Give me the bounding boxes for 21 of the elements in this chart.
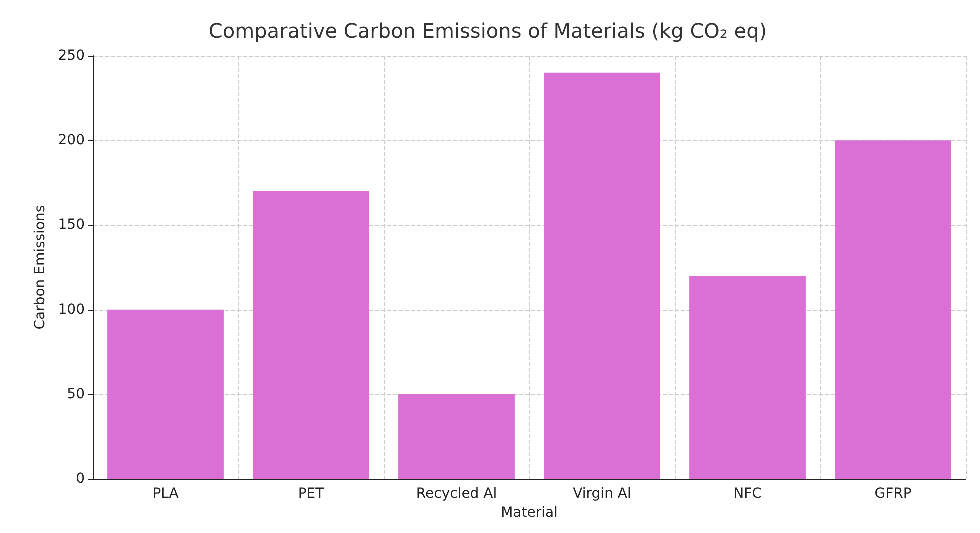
- y-tick-label: 250: [58, 48, 85, 64]
- chart-title: Comparative Carbon Emissions of Materials (kg CO₂ eq): [208, 19, 768, 43]
- x-tick-label: GFRP: [874, 486, 912, 502]
- y-axis-title: Carbon Emissions: [32, 205, 48, 330]
- bar: [835, 140, 952, 480]
- bar: [544, 72, 660, 480]
- x-tick-label: Virgin Al: [573, 486, 632, 502]
- x-tick-label: PLA: [152, 486, 180, 502]
- x-tick-label: PET: [298, 486, 325, 502]
- bar: [690, 276, 806, 480]
- y-tick-label: 200: [58, 132, 85, 149]
- x-tick-label: NFC: [734, 486, 762, 502]
- bar: [253, 191, 370, 480]
- y-tick-label: 150: [58, 217, 85, 234]
- x-axis-title: Material: [501, 505, 558, 521]
- y-tick-label: 100: [58, 302, 85, 318]
- bar: [108, 310, 224, 480]
- y-tick-label: 50: [67, 386, 85, 402]
- y-tick-label: 0: [76, 471, 85, 488]
- bar: [398, 394, 515, 480]
- x-tick-label: Recycled Al: [416, 486, 498, 502]
